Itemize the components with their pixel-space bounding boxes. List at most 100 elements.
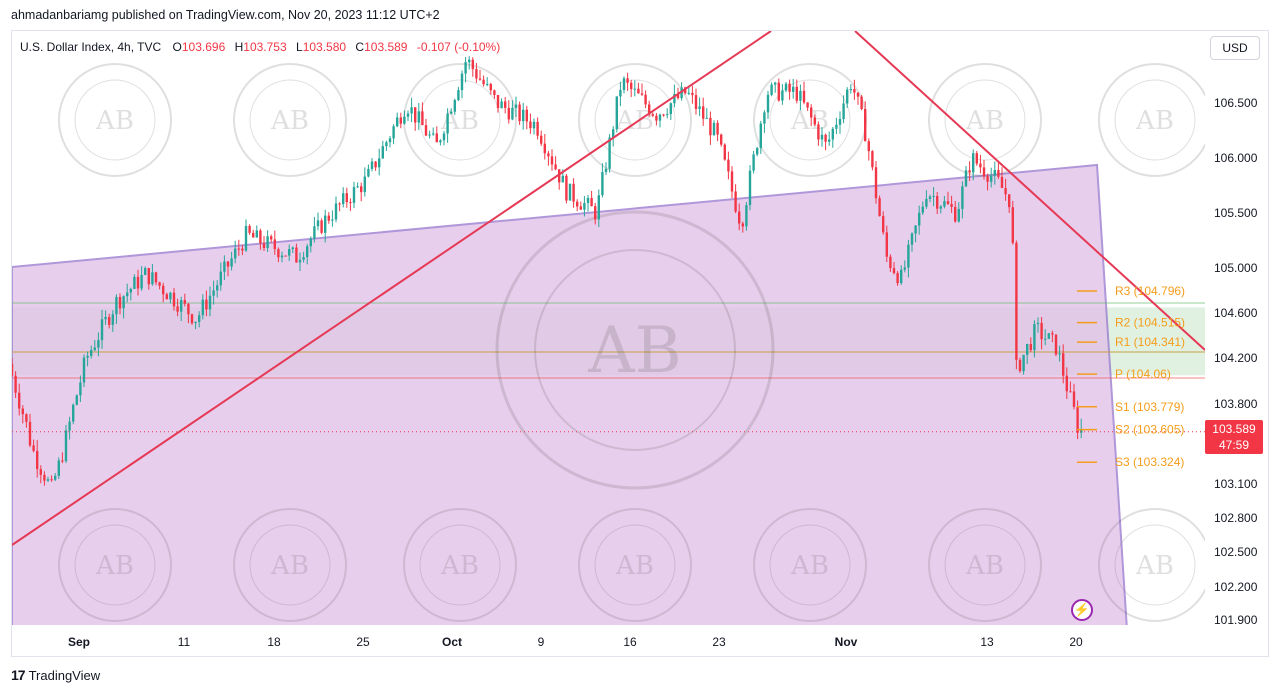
x-tick-label: 23 [712,635,726,649]
candle [46,476,50,483]
candle [1008,194,1011,213]
candle-body [806,102,809,108]
candle-body [979,163,982,168]
candle [68,416,71,440]
candle-body [273,239,276,250]
candle [813,114,816,126]
candle [39,465,42,484]
candle-body [1058,353,1061,355]
candle-body [939,206,942,209]
candle-body [878,198,881,217]
candle-body [666,114,669,116]
candle [727,151,730,180]
candle-body [864,109,867,142]
high-value: 103.753 [243,40,287,54]
candle-body [986,176,989,182]
watermark-inner-ring [944,524,1026,606]
candle [28,413,32,448]
candle-body [990,175,993,182]
candle [381,140,384,159]
candle-body [1029,344,1032,351]
candle-body [262,243,266,249]
candle [424,118,428,137]
candle-body [856,92,860,97]
candle-body [21,408,24,415]
candle-body [1018,359,1022,372]
candle [997,162,1000,180]
candle [324,209,327,243]
candle [961,181,964,219]
open-value: 103.696 [181,40,226,54]
candle [536,117,539,140]
candle [1080,418,1083,439]
candle [1051,330,1054,343]
currency-button[interactable]: USD [1210,36,1260,60]
candle-body [622,78,626,90]
candle-body [183,300,186,304]
candle [795,79,798,104]
candle-body [1026,344,1029,355]
candle [165,292,168,300]
candle [532,118,536,135]
candle [169,291,172,304]
candle [878,195,881,217]
candle-body [417,111,420,123]
brand-name: TradingView [28,667,101,683]
candle [273,230,276,255]
x-tick-label: 11 [178,635,191,649]
watermark-text: AB [790,551,829,581]
candle [514,96,518,118]
watermark-ring [233,508,347,622]
candle-body [540,135,543,144]
candle-body [676,94,680,99]
candle [612,126,615,147]
candle-body [234,248,237,259]
candle [583,195,586,217]
candle [352,181,356,209]
pivot-label-R2: R2 (104.515) [1115,316,1185,330]
candle [111,310,114,332]
candle-body [961,186,964,209]
candle-body [414,107,417,123]
candle-body [399,117,402,124]
candle-body [1015,242,1018,360]
candle [162,282,165,303]
tradingview-logo-icon: 17 [11,667,26,683]
footer-brand[interactable]: 17 TradingView [11,667,100,683]
candle [759,120,762,154]
candle [694,88,698,115]
candle-body [32,445,35,451]
candle [154,271,158,286]
candle [21,405,24,424]
candle-body [252,232,255,238]
candle-body [716,122,719,135]
candle-body [691,92,694,96]
bolt-icon[interactable]: ⚡ [1071,599,1093,621]
candle [770,82,773,97]
candle-body [1000,176,1004,189]
symbol-legend: U.S. Dollar Index, 4h, TVC O103.696 H103… [20,40,500,54]
candle-body [190,314,194,324]
candle-body [612,129,615,138]
candle [331,210,334,227]
candle-body [1044,338,1047,340]
watermark-text: AB [1135,551,1174,581]
candle [882,211,885,235]
candle-body [435,133,438,143]
candle [763,110,766,133]
candle-body [392,126,395,139]
candle-body [738,211,741,224]
candle [298,252,302,271]
candle [208,286,212,317]
candle-body [745,205,748,227]
candle-body [615,96,618,130]
candle [126,283,129,303]
candle [723,143,726,161]
candle-body [1065,375,1068,392]
candle [784,82,788,93]
candle-body [572,183,575,202]
candle [115,294,118,324]
candle-body [450,111,453,114]
candle-body [90,349,93,356]
